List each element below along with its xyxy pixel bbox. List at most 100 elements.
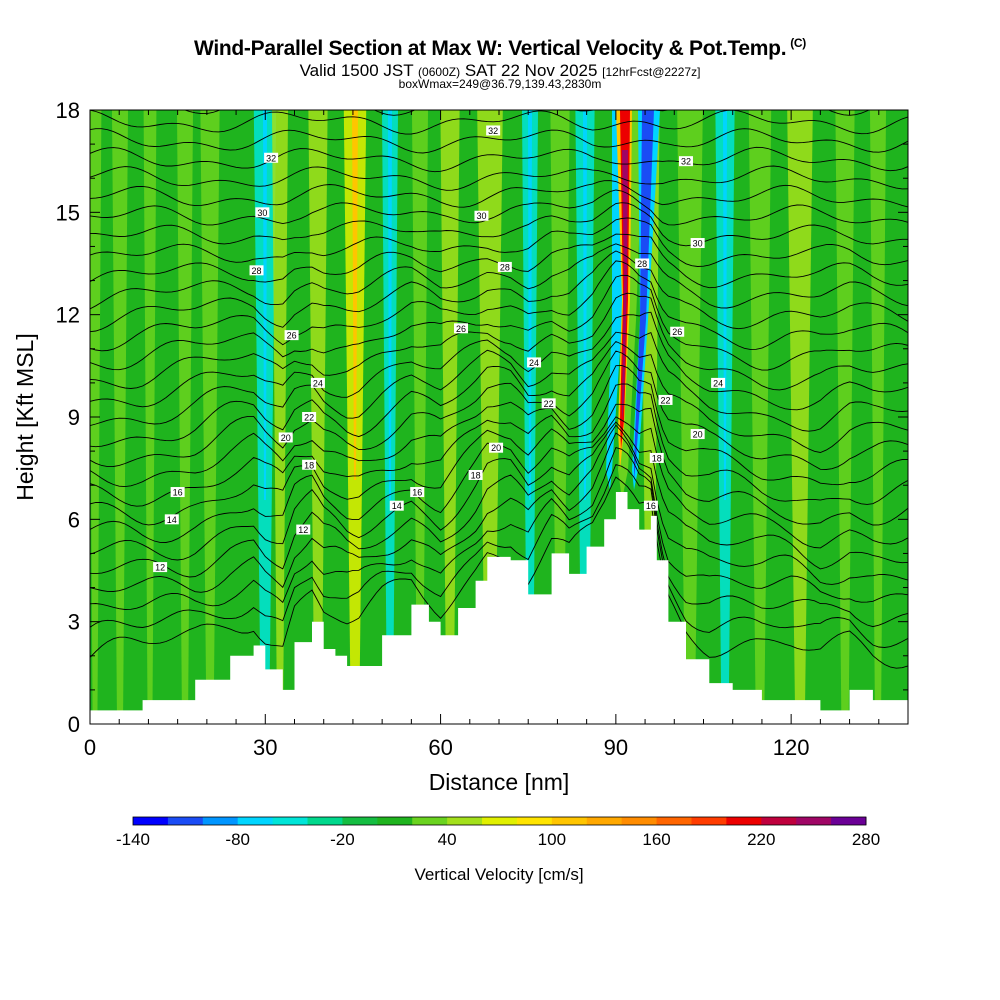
theta-contour [90,73,908,97]
theta-label: 26 [284,330,299,341]
theta-contour [90,331,908,432]
theta-label-bg [302,412,317,422]
theta-label-text: 12 [298,525,308,535]
theta-label: 24 [527,357,542,368]
max-w-core [622,150,628,420]
theta-label-text: 12 [155,563,165,573]
box-info: boxWmax=249@36.79,139.43,2830m [398,77,602,91]
colorbar-swatch [726,817,762,825]
theta-label: 16 [410,487,425,498]
theta-contour [90,128,908,154]
plot-area: 32 32 32 30 30 30 28 28 28 26 26 26 24 24 24 22 22 22 20 20… [90,73,908,724]
theta-label-bg [527,357,542,368]
theta-label-text: 16 [412,488,422,498]
colorbar-title: Vertical Velocity [cm/s] [414,865,583,884]
theta-label-text: 26 [672,327,682,337]
theta-label: 30 [474,210,489,221]
theta-label-bg [711,377,726,388]
theta-label-bg [454,323,469,334]
colorbar-swatch [482,817,518,825]
theta-label-text: 28 [500,262,510,272]
theta-label-text: 28 [252,266,262,276]
colorbar-swatch [761,817,797,825]
theta-label-bg [153,562,168,573]
theta-contour [90,340,908,453]
theta-label: 32 [486,125,501,136]
theta-label-text: 32 [266,153,276,163]
colorbar-tick-label: 40 [438,830,457,849]
theta-label-bg [678,156,693,167]
velocity-band [440,110,460,724]
theta-label-bg [296,524,311,535]
theta-label: 20 [489,442,504,453]
theta-label: 26 [670,326,685,337]
theta-contour [90,146,908,173]
theta-contour [90,421,908,570]
theta-label: 12 [296,524,311,535]
axis-tick-labels: 0 30 60 90 120 0 3 6 9 12 15 18 [56,98,810,760]
theta-label-text: 28 [637,259,647,269]
theta-label-text: 14 [167,515,177,525]
colorbar-swatch [133,817,169,825]
theta-label: 16 [170,487,185,498]
theta-label-text: 30 [693,239,703,249]
theta-label-text: 18 [652,453,662,463]
theta-contour [90,110,908,135]
copyright-mark: (C) [790,36,806,50]
valid-time-line: Valid 1500 JST (0600Z) SAT 22 Nov 2025 [… [0,61,1000,81]
theta-label-text: 22 [661,395,671,405]
chart-title: Wind-Parallel Section at Max W: Vertical… [0,36,1000,61]
y-axis-label: Height [Kft MSL] [12,333,38,500]
theta-contour [90,250,908,333]
colorbar-tick-label: -80 [225,830,250,849]
theta-contour [90,260,908,352]
theta-label: 14 [389,500,404,511]
theta-contour [90,447,908,628]
colorbar-swatch [621,817,658,825]
theta-label-text: 22 [304,413,314,423]
x-tick-label: 120 [773,735,810,760]
theta-contour [90,424,908,585]
theta-label: 22 [541,398,556,409]
velocity-band [787,110,813,724]
colorbar-swatch [796,817,832,825]
y-tick-label: 9 [68,405,80,430]
x-tick-label: 60 [428,735,452,760]
colorbar-swatch [831,817,867,825]
theta-label-text: 18 [304,460,314,470]
theta-label: 26 [454,323,469,334]
theta-label-text: 22 [544,399,554,409]
y-tick-label: 0 [68,712,80,737]
colorbar-swatch [412,817,448,825]
y-tick-label: 15 [56,200,80,225]
theta-label-bg [489,442,504,453]
theta-label-bg [410,487,425,498]
theta-label: 20 [690,429,705,440]
theta-label-bg [690,238,705,249]
theta-label-bg [541,398,556,409]
theta-label-bg [474,210,489,221]
theta-label-bg [649,452,664,463]
y-tick-label: 12 [56,303,80,328]
theta-label-text: 14 [392,501,402,511]
theta-label: 18 [649,452,664,463]
theta-label-bg [164,514,179,525]
theta-label-bg [255,207,270,218]
velocity-band-core [352,110,358,480]
colorbar-swatch [237,817,274,825]
velocity-band-core [723,110,727,500]
theta-contour [90,365,908,488]
colorbar-tick-label: 220 [747,830,775,849]
valid-date: SAT 22 Nov 2025 [464,61,598,80]
terrain-mask [90,492,908,724]
theta-label-text: 20 [281,433,291,443]
theta-label: 32 [678,156,693,167]
colorbar-labels: -140 -80 -20 40 100 160 220 280 [116,830,880,849]
theta-label-bg [643,500,658,511]
theta-contour [90,274,908,371]
theta-label: 18 [302,459,317,470]
colorbar-swatch [307,817,343,825]
theta-contour [90,292,908,391]
theta-label-bg [497,261,512,272]
